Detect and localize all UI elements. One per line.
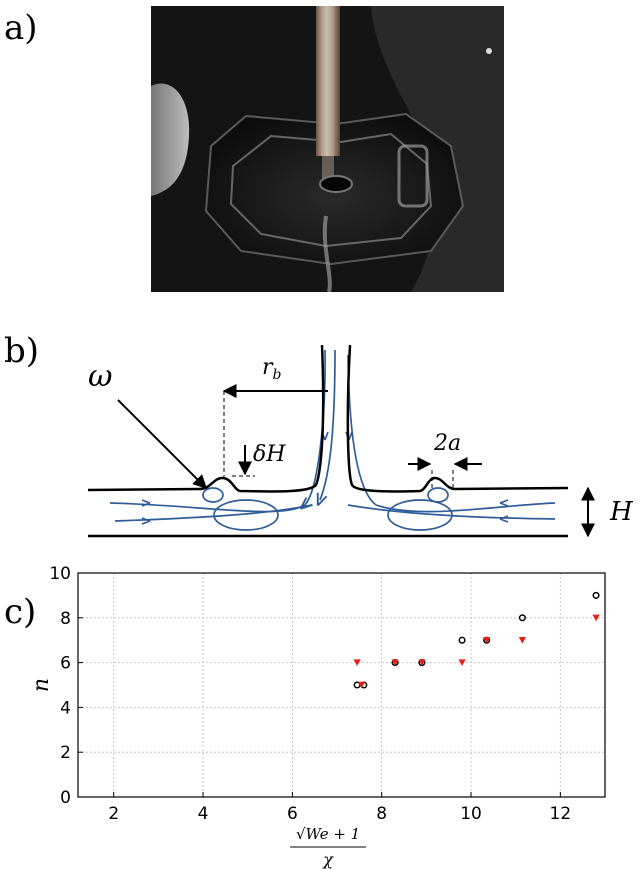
x-tick-label: 6 bbox=[287, 804, 298, 824]
omega-symbol: ω bbox=[88, 359, 112, 394]
y-tick-label: 4 bbox=[60, 698, 71, 718]
panel-b-label: b) bbox=[4, 331, 40, 371]
two-a-symbol: 2a bbox=[433, 431, 461, 456]
red-triangle-point bbox=[483, 637, 491, 644]
panel-a-label: a) bbox=[4, 8, 38, 48]
x-tick-label: 12 bbox=[550, 804, 572, 824]
x-axis-label-denominator: χ bbox=[322, 850, 334, 869]
x-axis-label-numerator: √We + 1 bbox=[296, 825, 360, 843]
red-triangle-point bbox=[357, 681, 366, 689]
chart-grid bbox=[78, 572, 605, 798]
chart-marks bbox=[353, 591, 600, 689]
x-tick-label: 10 bbox=[460, 804, 482, 824]
red-triangle-point bbox=[418, 659, 426, 666]
scatter-chart: 2 4 6 8 10 12 0 2 4 6 8 10 n √We + 1 χ bbox=[29, 564, 606, 869]
delta-h-symbol: δH bbox=[253, 442, 286, 467]
y-tick-label: 2 bbox=[60, 743, 71, 763]
open-circle-point bbox=[518, 614, 526, 622]
fluid-boundaries bbox=[87, 344, 569, 538]
flow-schematic: ω rb δH 2a H bbox=[87, 344, 634, 538]
plot-frame bbox=[77, 572, 606, 798]
y-tick-label: 10 bbox=[49, 564, 71, 584]
red-triangle-point bbox=[592, 614, 600, 622]
experiment-photo bbox=[151, 6, 504, 292]
y-tick-label: 0 bbox=[60, 788, 71, 808]
glove-shape bbox=[151, 83, 190, 196]
red-triangle-point bbox=[391, 659, 399, 666]
x-tick-label: 8 bbox=[376, 804, 387, 824]
x-tick-label: 4 bbox=[198, 804, 209, 824]
chart-ticks: 2 4 6 8 10 12 0 2 4 6 8 10 bbox=[49, 564, 571, 824]
red-triangle-point bbox=[458, 659, 466, 666]
red-triangle-point bbox=[353, 659, 361, 666]
rb-symbol: rb bbox=[262, 355, 282, 383]
y-axis-label: n bbox=[29, 678, 54, 692]
x-tick-label: 2 bbox=[108, 804, 119, 824]
y-tick-label: 6 bbox=[60, 654, 71, 674]
y-tick-label: 8 bbox=[60, 609, 71, 629]
open-circle-point bbox=[592, 591, 600, 599]
streamlines bbox=[109, 349, 556, 531]
h-symbol: H bbox=[609, 497, 634, 527]
panel-c-label: c) bbox=[4, 592, 37, 632]
red-triangle-point bbox=[518, 637, 526, 644]
open-circle-point bbox=[458, 636, 466, 644]
